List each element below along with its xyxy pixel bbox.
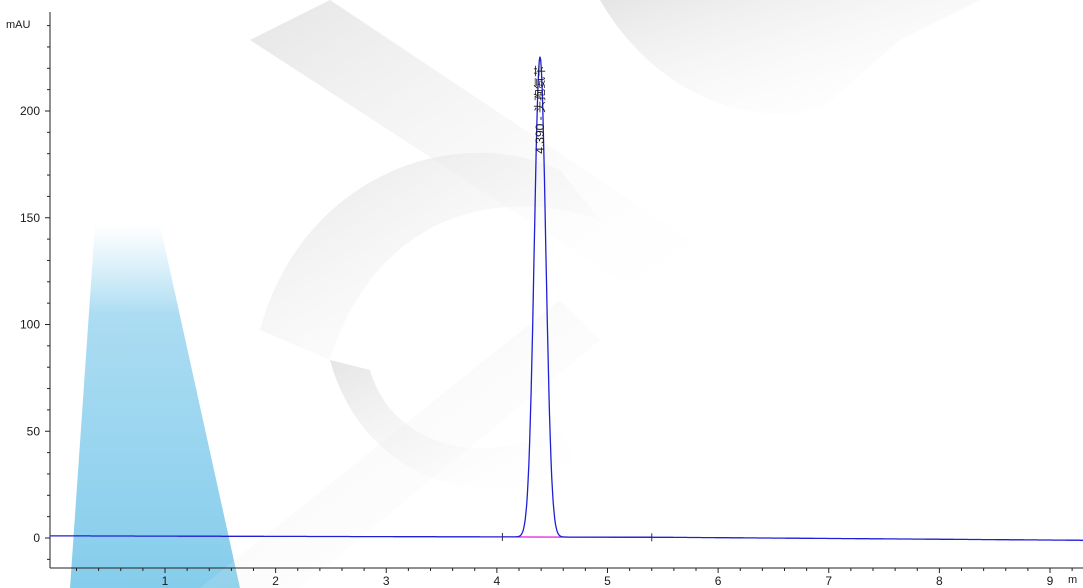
watermark-gray-arc-right [600, 0, 980, 114]
y-tick-label: 200 [20, 104, 40, 118]
x-axis-ticks: 1 2 3 4 5 6 7 8 9 [76, 568, 1073, 588]
x-tick-label: 9 [1047, 574, 1054, 588]
watermark-gray-arc-bottom [330, 360, 580, 490]
x-tick-label: 5 [604, 574, 611, 588]
y-tick-label: 0 [33, 531, 40, 545]
watermark [70, 0, 980, 588]
x-tick-label: 4 [494, 574, 501, 588]
y-axis-ticks: 0 50 100 150 200 [20, 25, 50, 560]
x-tick-label: 8 [936, 574, 943, 588]
x-tick-label: 1 [162, 574, 169, 588]
signal-trace [50, 56, 1083, 541]
x-tick-label: 6 [715, 574, 722, 588]
x-tick-label: 2 [272, 574, 279, 588]
y-tick-label: 100 [20, 318, 40, 332]
watermark-gray-diagonal [250, 0, 720, 300]
peak-label: 4.390 - 头孢氨苄 [533, 65, 547, 154]
y-tick-label: 50 [27, 424, 41, 438]
y-tick-label: 150 [20, 211, 40, 225]
watermark-gray-sweep [200, 300, 600, 588]
y-axis-unit-label: mAU [6, 19, 31, 31]
x-axis-unit-partial: m [1068, 574, 1077, 586]
watermark-blue-stroke [70, 225, 240, 588]
x-tick-label: 3 [383, 574, 390, 588]
x-tick-label: 7 [825, 574, 832, 588]
